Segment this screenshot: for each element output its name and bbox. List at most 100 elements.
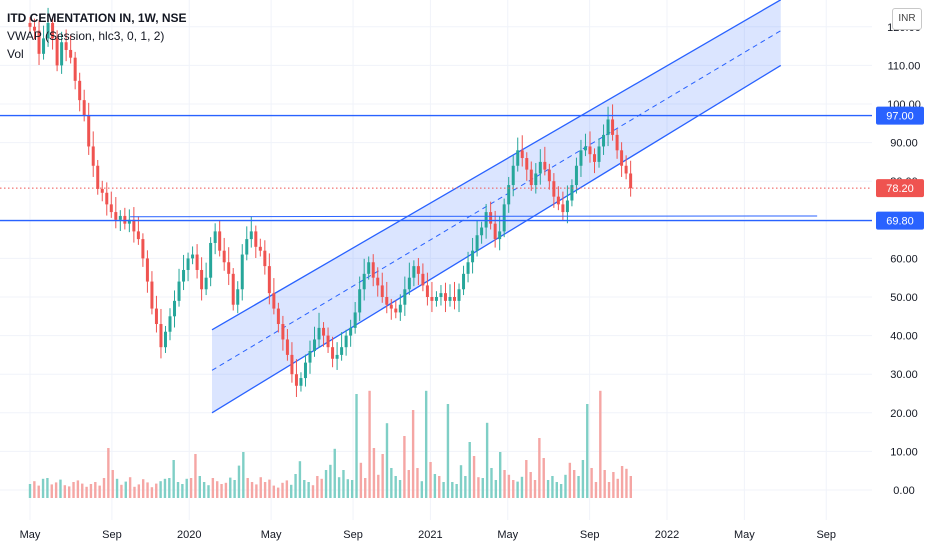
volume-bar: [407, 470, 410, 498]
volume-bar: [468, 442, 471, 498]
volume-bar: [590, 468, 593, 498]
volume-bar: [111, 470, 114, 498]
candle-body: [231, 273, 235, 305]
volume-bar: [594, 482, 598, 498]
candle-body: [362, 273, 366, 290]
volume-bar: [163, 478, 167, 498]
volume-bar: [311, 485, 315, 498]
volume-bar: [451, 482, 454, 498]
candle-body: [498, 231, 502, 240]
candle-body: [96, 165, 100, 189]
x-tick-label: May: [497, 529, 518, 541]
volume-bar: [307, 482, 310, 498]
price-tag-bg: [876, 211, 924, 230]
chart-legend: ITD CEMENTATION IN, 1W, NSE VWAP (Sessio…: [7, 9, 187, 63]
candle-body: [583, 146, 587, 151]
volume-bar: [446, 404, 450, 498]
candle-body: [299, 378, 303, 386]
candle-body: [489, 212, 493, 224]
volume-bar: [246, 478, 249, 498]
x-tick-label: 2020: [177, 529, 201, 541]
volume-bar: [629, 476, 632, 498]
volume-bar: [420, 481, 424, 498]
candle-body: [28, 22, 32, 27]
candle-body: [276, 308, 280, 325]
candle-body: [484, 212, 488, 228]
candle-body: [475, 235, 479, 251]
volume-bar: [385, 423, 389, 498]
candle-body: [502, 204, 506, 232]
candle-body: [159, 324, 163, 348]
candle-body: [69, 49, 73, 58]
candle-body: [186, 258, 190, 270]
candle-body: [326, 335, 330, 348]
candle-body: [403, 289, 407, 305]
volume-bar: [216, 481, 219, 498]
volume-bar: [298, 461, 302, 498]
candle-body: [547, 169, 551, 182]
symbol-line[interactable]: ITD CEMENTATION IN, 1W, NSE: [7, 11, 187, 25]
candle-body: [55, 38, 59, 66]
volume-bar: [233, 480, 236, 498]
x-tick-label: Sep: [580, 529, 600, 541]
y-tick-label: 20.00: [890, 408, 918, 420]
volume-bar: [525, 460, 528, 498]
volume-bar: [507, 474, 511, 498]
volume-bar: [54, 482, 58, 498]
candle-body: [73, 57, 77, 81]
x-tick-label: May: [20, 529, 41, 541]
volume-bar: [538, 438, 541, 498]
candle-body: [570, 185, 574, 201]
volume-bar: [150, 487, 154, 498]
volume-bar: [564, 474, 567, 498]
volume-line[interactable]: Vol: [7, 47, 24, 61]
volume-bar: [442, 482, 445, 498]
candle-body: [240, 254, 244, 290]
x-tick-label: 2022: [655, 529, 679, 541]
price-tag-label: 78.20: [886, 183, 914, 195]
volume-bar: [102, 478, 106, 498]
volume-bar: [50, 484, 53, 498]
candle-body: [249, 231, 253, 240]
volume-bar: [498, 452, 502, 498]
candle-body: [443, 293, 447, 301]
volume-bar: [359, 462, 363, 498]
volume-bar: [429, 462, 432, 498]
volume-bar: [337, 477, 341, 498]
candle-body: [100, 188, 104, 193]
volume-bar: [242, 452, 245, 498]
volume-bar: [368, 390, 371, 498]
price-tag-label: 69.80: [886, 216, 914, 228]
volume-bar: [572, 470, 576, 498]
candle-body: [430, 297, 434, 301]
candle-body: [150, 281, 154, 309]
volume-bar: [607, 482, 611, 498]
y-tick-label: 90.00: [890, 138, 918, 150]
candle-body: [263, 250, 267, 267]
candle-body: [358, 289, 362, 313]
candle-body: [42, 38, 46, 54]
candle-body: [145, 258, 149, 282]
candle-body: [552, 181, 556, 197]
candle-body: [313, 339, 317, 352]
candle-body: [37, 30, 41, 54]
candle-body: [620, 150, 624, 166]
candle-body: [258, 246, 262, 251]
volume-bar: [350, 480, 354, 498]
volume-bar: [494, 480, 498, 498]
volume-bar: [237, 465, 241, 498]
volume-bar: [211, 478, 215, 498]
y-tick-label: 50.00: [890, 292, 918, 304]
candle-body: [209, 242, 213, 278]
candle-body: [118, 215, 122, 220]
currency-badge[interactable]: INR: [892, 8, 922, 30]
candle-body: [294, 374, 298, 386]
vwap-line[interactable]: VWAP (Session, hlc3, 0, 1, 2): [7, 29, 165, 43]
volume-bar: [198, 476, 201, 498]
candle-body: [322, 327, 326, 336]
volume-bar: [542, 458, 545, 498]
candle-body: [33, 26, 37, 31]
volume-bar: [137, 484, 141, 498]
